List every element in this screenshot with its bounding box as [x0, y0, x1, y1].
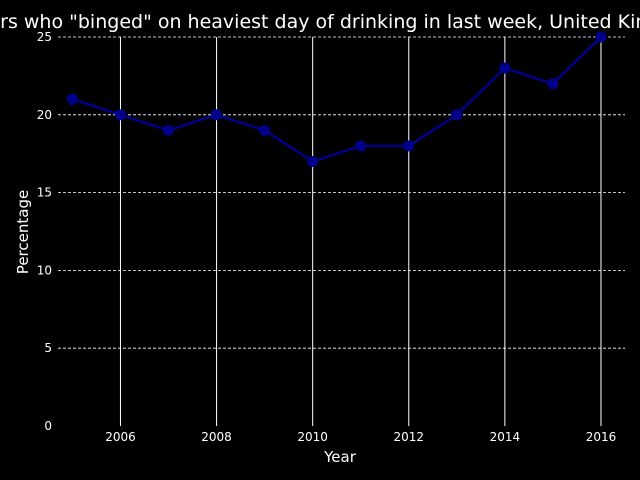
- data-point: [307, 155, 319, 167]
- data-point: [114, 109, 126, 121]
- data-point: [451, 109, 463, 121]
- series-layer: [66, 31, 607, 167]
- x-axis-label: Year: [323, 448, 357, 466]
- data-point: [499, 62, 511, 74]
- y-tick-label: 25: [37, 30, 52, 44]
- y-tick-label: 20: [37, 108, 52, 122]
- y-tick-label: 15: [37, 186, 52, 200]
- grid: [58, 36, 625, 426]
- x-tick-label: 2016: [586, 430, 617, 444]
- series-line: [72, 36, 602, 163]
- y-tick-label: 10: [37, 263, 52, 277]
- x-tick-label: 2006: [105, 430, 136, 444]
- x-tick-label: 2014: [490, 430, 521, 444]
- y-axis-label: Percentage: [14, 190, 32, 274]
- x-tick-label: 2012: [393, 430, 424, 444]
- data-point: [66, 93, 78, 105]
- data-point: [547, 78, 559, 90]
- data-point: [355, 140, 367, 152]
- x-tick-label: 2010: [297, 430, 328, 444]
- data-point: [595, 31, 607, 43]
- y-tick-label: 0: [44, 419, 52, 433]
- y-tick-label: 5: [44, 341, 52, 355]
- tick-labels: 0 5 10 15 20 25 2006 2008 2010 2012 2014 2016: [37, 30, 617, 444]
- chart-title: Drinkers who "binged" on heaviest day of…: [0, 11, 640, 33]
- x-tick-label: 2008: [201, 430, 232, 444]
- data-point: [211, 109, 223, 121]
- data-point: [403, 140, 415, 152]
- data-point: [163, 124, 175, 136]
- data-point: [259, 124, 271, 136]
